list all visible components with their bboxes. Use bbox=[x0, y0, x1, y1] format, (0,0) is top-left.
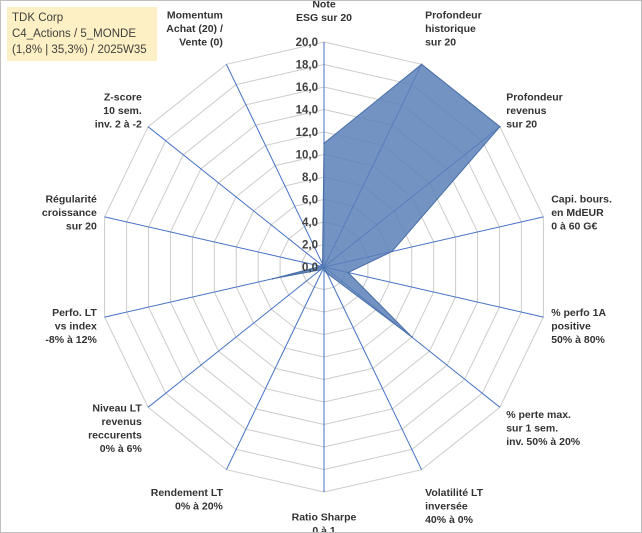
axis-label-line: 50% à 80% bbox=[551, 334, 605, 346]
axis-label-line: % perte max. bbox=[506, 409, 571, 421]
axis-spoke-12 bbox=[147, 126, 325, 268]
axis-spoke-8 bbox=[225, 266, 325, 470]
axis-label-11: Régularité croissance sur 20 bbox=[42, 194, 97, 233]
tick-label-4: 8,0 bbox=[302, 172, 318, 184]
axis-label-line: Volatilité LT bbox=[425, 487, 484, 499]
axis-label-line: Vente (0) bbox=[179, 37, 223, 49]
axis-label-1: Profondeur historique sur 20 bbox=[425, 10, 482, 49]
series-layer bbox=[271, 63, 501, 338]
title-line-2: C4_Actions / 5_MONDE bbox=[12, 28, 136, 40]
axis-label-line: revenus bbox=[102, 416, 142, 428]
axis-label-2: Profondeur revenus sur 20 bbox=[506, 91, 563, 130]
axis-label-9: Niveau LT revenus reccurents 0% à 6% bbox=[88, 403, 142, 456]
tick-label-3: 6,0 bbox=[302, 195, 318, 207]
axis-label-line: Profondeur bbox=[425, 10, 482, 22]
axis-label-line: 10 sem. bbox=[103, 105, 142, 117]
axis-label-line: 40% à 0% bbox=[425, 514, 474, 526]
axis-label-line: Capi. bours. bbox=[551, 194, 612, 206]
tick-label-8: 16,0 bbox=[296, 82, 318, 94]
axis-spoke-4 bbox=[323, 266, 544, 318]
axis-label-13: Momentum Achat (20) / Vente (0) bbox=[166, 10, 223, 49]
data-point-7 bbox=[323, 269, 325, 272]
axis-label-line: inv. 50% à 20% bbox=[506, 436, 581, 448]
axis-spoke-6 bbox=[323, 266, 423, 470]
axis-label-line: Perfo. LT bbox=[52, 307, 97, 319]
axis-label-line: Rendement LT bbox=[151, 487, 224, 499]
radial-tick-labels: 0,0 2,0 4,0 6,0 8,0 10,0 12,0 14,0 16,0 18,0 20,0 bbox=[296, 37, 318, 274]
data-point-8 bbox=[323, 266, 325, 268]
tick-label-10: 20,0 bbox=[296, 37, 318, 49]
axis-label-line: Niveau LT bbox=[92, 403, 142, 415]
axis-label-line: Z-score bbox=[104, 91, 142, 103]
axis-label-0: Note ESG sur 20 bbox=[296, 1, 352, 24]
axis-label-line: croissance bbox=[42, 207, 97, 219]
data-point-6 bbox=[326, 272, 328, 274]
tick-label-2: 4,0 bbox=[302, 217, 318, 229]
axis-label-8: Rendement LT 0% à 20% bbox=[151, 487, 224, 513]
axis-label-line: Régularité bbox=[45, 194, 97, 206]
data-point-3 bbox=[391, 250, 393, 253]
axis-label-4: % perfo 1A positive 50% à 80% bbox=[551, 307, 606, 346]
chart-title-box: TDK Corp C4_Actions / 5_MONDE (1,8% | 35… bbox=[7, 7, 157, 61]
axis-label-line: en MdEUR bbox=[551, 207, 604, 219]
data-point-4 bbox=[347, 271, 349, 274]
axis-spoke-13 bbox=[225, 64, 325, 268]
axis-label-line: inversée bbox=[425, 500, 468, 512]
axis-label-12: Z-score 10 sem. inv. 2 à -2 bbox=[95, 91, 142, 130]
data-point-13 bbox=[321, 263, 324, 265]
axis-spoke-11 bbox=[104, 216, 325, 268]
tick-label-7: 14,0 bbox=[296, 105, 318, 117]
axis-label-line: Momentum bbox=[167, 10, 223, 22]
tick-label-9: 18,0 bbox=[296, 60, 318, 72]
axis-label-line: Ratio Sharpe bbox=[292, 512, 357, 524]
data-point-9 bbox=[319, 269, 322, 271]
axis-label-line: sur 20 bbox=[425, 37, 456, 49]
data-point-10 bbox=[271, 278, 274, 280]
axis-label-line: -8% à 12% bbox=[45, 334, 97, 346]
data-point-11 bbox=[319, 265, 322, 268]
axis-label-line: ESG sur 20 bbox=[296, 12, 352, 24]
axis-label-line: 0% à 20% bbox=[175, 500, 224, 512]
axis-label-line: Note bbox=[312, 1, 335, 11]
data-point-0 bbox=[323, 142, 325, 145]
data-point-5 bbox=[411, 336, 413, 338]
axis-label-line: 0 à 60 G€ bbox=[551, 221, 597, 233]
tick-label-0: 0,0 bbox=[302, 262, 318, 274]
axis-label-line: sur 20 bbox=[66, 221, 97, 233]
axis-label-5: % perte max. sur 1 sem. inv. 50% à 20% bbox=[506, 409, 581, 448]
axis-label-line: historique bbox=[425, 23, 476, 35]
axis-label-line: 0% à 6% bbox=[100, 443, 143, 455]
axis-label-line: inv. 2 à -2 bbox=[95, 118, 142, 130]
axis-labels: Note ESG sur 20 Profondeur historique sur 20… bbox=[42, 1, 612, 532]
axis-label-line: vs index bbox=[55, 321, 97, 333]
data-point-1 bbox=[420, 63, 423, 66]
axis-label-3: Capi. bours. en MdEUR 0 à 60 G€ bbox=[551, 194, 612, 233]
axis-label-line: 0 à 1 bbox=[312, 525, 336, 532]
axis-spoke-9 bbox=[147, 266, 325, 408]
axis-label-line: sur 20 bbox=[506, 118, 537, 130]
tick-label-6: 12,0 bbox=[296, 127, 318, 139]
axis-label-line: % perfo 1A bbox=[551, 307, 606, 319]
tick-label-1: 2,0 bbox=[302, 240, 318, 252]
tick-label-5: 10,0 bbox=[296, 150, 318, 162]
axis-label-line: sur 1 sem. bbox=[506, 423, 558, 435]
data-point-12 bbox=[320, 264, 323, 266]
axis-label-line: Achat (20) / bbox=[166, 23, 223, 35]
axis-label-7: Ratio Sharpe 0 à 1 bbox=[292, 512, 357, 533]
axis-label-line: reccurents bbox=[88, 430, 142, 442]
data-point-2 bbox=[499, 125, 501, 128]
axis-label-line: positive bbox=[551, 321, 591, 333]
axis-label-10: Perfo. LT vs index -8% à 12% bbox=[45, 307, 97, 346]
title-line-3: (1,8% | 35,3%) / 2025W35 bbox=[12, 44, 147, 56]
title-line-1: TDK Corp bbox=[12, 12, 64, 24]
axis-label-line: Profondeur bbox=[506, 91, 563, 103]
axis-label-line: revenus bbox=[506, 105, 546, 117]
axis-label-6: Volatilité LT inversée 40% à 0% bbox=[425, 487, 484, 526]
